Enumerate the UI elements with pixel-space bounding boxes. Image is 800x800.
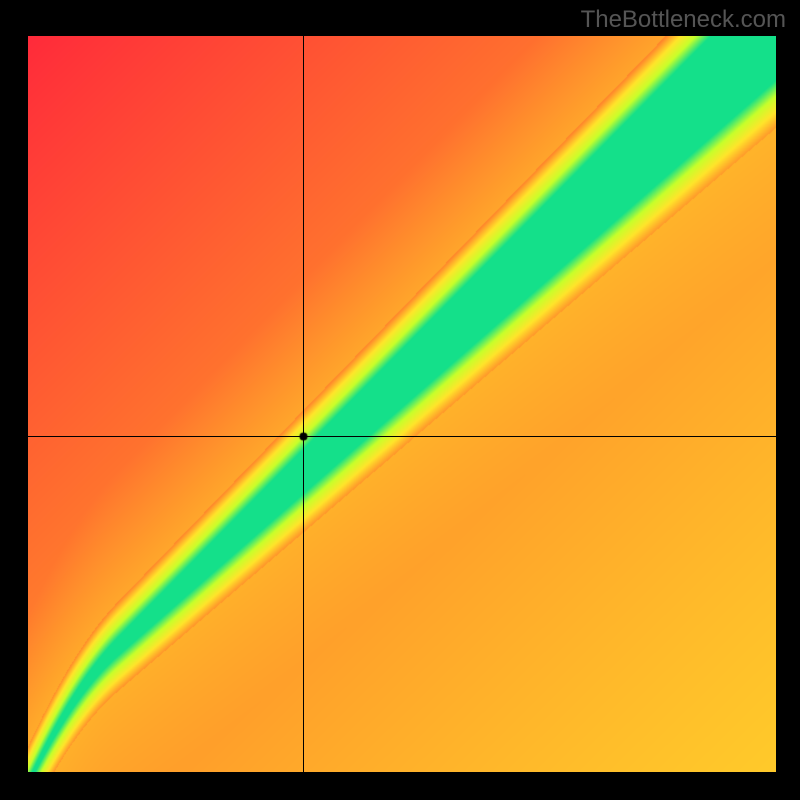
chart-container: TheBottleneck.com	[0, 0, 800, 800]
watermark-text: TheBottleneck.com	[581, 6, 786, 34]
crosshair-horizontal	[28, 436, 776, 437]
crosshair-marker	[28, 36, 776, 772]
plot-area	[28, 36, 776, 772]
crosshair-vertical	[303, 36, 304, 772]
